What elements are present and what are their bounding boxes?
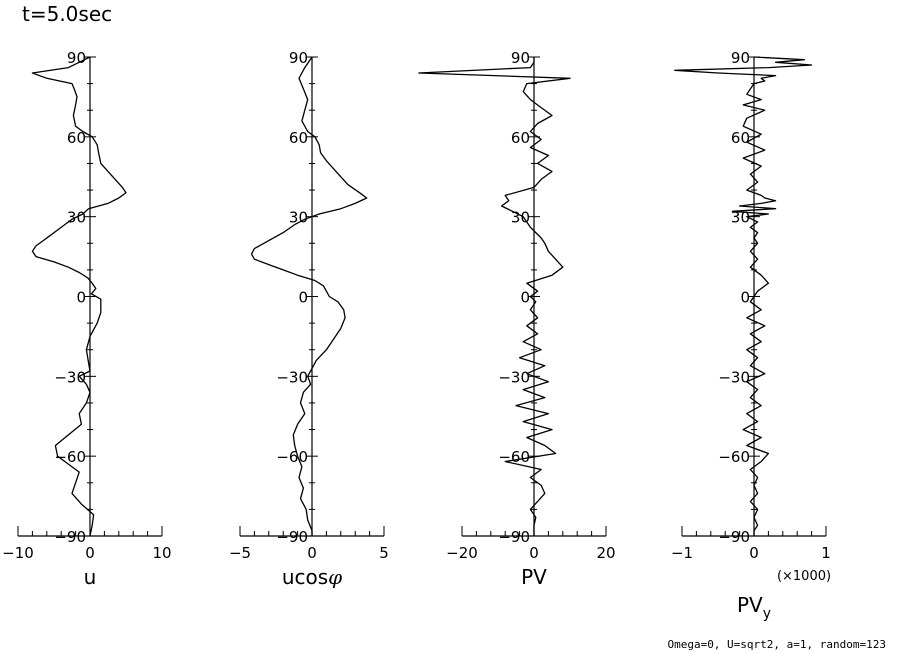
profile-panel-4: −1 0 1 90 60 30 0 −30 −60 −90 PVy (×1000)	[671, 49, 831, 622]
x-tick-label: −10	[2, 544, 34, 562]
y-tick-label: −60	[54, 448, 86, 466]
y-tick-label: 60	[289, 129, 308, 147]
x-tick-label: 20	[596, 544, 615, 562]
x-tick-label: −1	[671, 544, 693, 562]
x-tick-label: −20	[446, 544, 478, 562]
y-tick-label: 30	[289, 209, 308, 227]
y-tick-label: −90	[718, 528, 750, 546]
profile-line	[674, 56, 813, 536]
y-tick-label: 60	[731, 129, 750, 147]
y-tick-label: 90	[67, 49, 86, 67]
profile-line	[418, 57, 571, 536]
parameter-footnote: Omega=0, U=sqrt2, a=1, random=123	[667, 638, 886, 651]
x-axis-label: ucosφ	[282, 565, 342, 589]
y-tick-label: −30	[498, 368, 530, 386]
y-tick-label: −30	[54, 368, 86, 386]
y-tick-label: −90	[54, 528, 86, 546]
y-tick-label: 60	[67, 129, 86, 147]
x-tick-label: 0	[307, 544, 317, 562]
y-tick-label: −60	[718, 448, 750, 466]
profile-panel-2: −5 0 5 90 60 30 0 −30 −60 −90 ucosφ	[229, 49, 389, 589]
x-tick-label: 10	[152, 544, 171, 562]
x-tick-label: 5	[379, 544, 389, 562]
time-label: t=5.0sec	[22, 2, 113, 26]
y-tick-label: −30	[718, 368, 750, 386]
x-tick-label: −5	[229, 544, 251, 562]
x-axis-label: PV	[521, 565, 547, 589]
x-tick-label: 1	[821, 544, 831, 562]
x-axis-label: u	[84, 565, 97, 589]
x-tick-label: 0	[529, 544, 539, 562]
profile-line	[31, 56, 127, 537]
y-tick-label: 0	[298, 289, 308, 307]
y-tick-label: 0	[76, 289, 86, 307]
profile-line	[250, 56, 368, 536]
y-tick-label: −90	[498, 528, 530, 546]
y-tick-label: −90	[276, 528, 308, 546]
y-tick-label: 90	[511, 49, 530, 67]
x-axis-label: PVy	[737, 593, 771, 622]
x-scale-note: (×1000)	[777, 569, 831, 584]
x-tick-label: 0	[749, 544, 759, 562]
y-tick-label: 30	[731, 209, 750, 227]
x-tick-label: 0	[85, 544, 95, 562]
y-tick-label: 90	[289, 49, 308, 67]
y-tick-label: −60	[276, 448, 308, 466]
y-tick-label: 60	[511, 129, 530, 147]
y-tick-label: 90	[731, 49, 750, 67]
y-tick-label: 0	[740, 289, 750, 307]
y-tick-label: −30	[276, 368, 308, 386]
y-tick-label: 0	[520, 289, 530, 307]
